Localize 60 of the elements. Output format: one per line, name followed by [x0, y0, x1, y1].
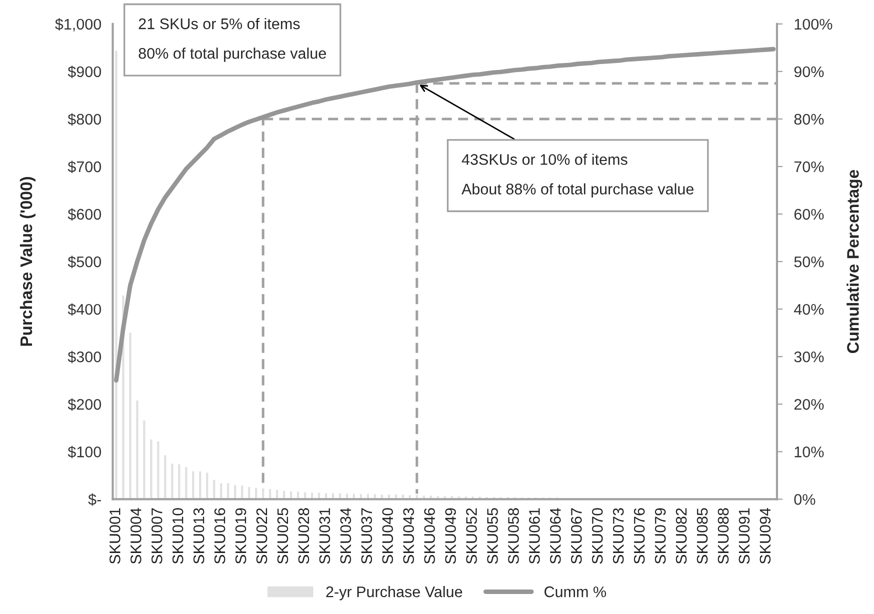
x-tick-label: SKU019 [235, 508, 246, 564]
y-tick-label: $600 [68, 208, 102, 221]
x-tick-label: SKU049 [445, 508, 456, 564]
x-tick-label: SKU082 [676, 508, 687, 564]
x-tick-label: SKU004 [130, 508, 142, 564]
x-tick-label: SKU040 [382, 508, 394, 564]
y-axis-title: Purchase Value ('000) [20, 177, 36, 346]
y2-tick-label: 70% [794, 161, 824, 172]
x-tick-label: SKU058 [508, 508, 519, 564]
x-tick-label: SKU034 [340, 508, 352, 564]
y-tick-label: $100 [68, 446, 102, 458]
y-tick-label: $900 [68, 66, 102, 78]
y2-axis-title: Cumulative Percentage [846, 170, 862, 354]
x-tick-label: SKU031 [319, 508, 330, 564]
legend-label: 2-yr Purchase Value [326, 586, 462, 600]
x-tick-label: SKU010 [172, 508, 184, 564]
text: 43SKUs or 10% of items About 88% of total purchase value [462, 154, 694, 198]
x-tick-label: SKU055 [487, 508, 498, 564]
x-tick-label: SKU073 [612, 508, 624, 564]
x-tick-label: SKU076 [634, 508, 645, 564]
x-tick-label: SKU001 [110, 508, 120, 564]
x-tick-label: SKU022 [256, 508, 268, 564]
y-tick-label: $400 [68, 303, 102, 316]
x-tick-label: SKU079 [654, 508, 666, 564]
x-tick-label: SKU025 [277, 508, 288, 564]
x-tick-label: SKU037 [361, 508, 372, 564]
x-tick-label: SKU016 [214, 508, 226, 564]
x-tick-label: SKU043 [403, 508, 414, 564]
y2-tick-label: 60% [794, 208, 824, 220]
x-tick-label: SKU067 [570, 508, 582, 564]
x-tick-label: SKU052 [466, 508, 477, 564]
text: 21 SKUs or 5% of items 80% of total purchase value [138, 18, 326, 62]
y-tick-label: $300 [68, 350, 102, 364]
y-tick-label: $- [88, 493, 101, 506]
x-tick-label: SKU007 [151, 508, 162, 564]
y2-tick-label: 100% [794, 18, 832, 30]
y-tick-label: $500 [68, 256, 102, 268]
x-tick-label: SKU088 [718, 508, 729, 564]
x-tick-label: SKU094 [760, 508, 771, 564]
x-tick-label: SKU070 [592, 508, 603, 564]
x-tick-label: SKU091 [738, 508, 750, 564]
y2-tick-label: 0% [794, 494, 816, 505]
y-tick-label: $800 [68, 113, 102, 126]
y-tick-label: $200 [68, 398, 102, 411]
x-tick-label: SKU013 [193, 508, 204, 564]
x-tick-label: SKU028 [298, 508, 310, 564]
x-tick-label: SKU061 [529, 508, 540, 564]
y2-tick-label: 20% [794, 399, 824, 410]
y2-tick-label: 90% [794, 66, 824, 78]
x-tick-label: SKU085 [696, 508, 708, 564]
y2-tick-label: 80% [794, 114, 824, 125]
y2-tick-label: 30% [794, 351, 824, 362]
y2-tick-label: 40% [794, 304, 824, 315]
y2-tick-label: 50% [794, 256, 824, 268]
x-tick-label: SKU064 [550, 508, 561, 564]
legend-label: Cumm % [544, 586, 606, 598]
y2-tick-label: 10% [794, 446, 824, 458]
y-tick-label: $1,000 [55, 18, 102, 32]
y-tick-label: $700 [68, 160, 102, 174]
x-tick-label: SKU046 [424, 508, 435, 564]
